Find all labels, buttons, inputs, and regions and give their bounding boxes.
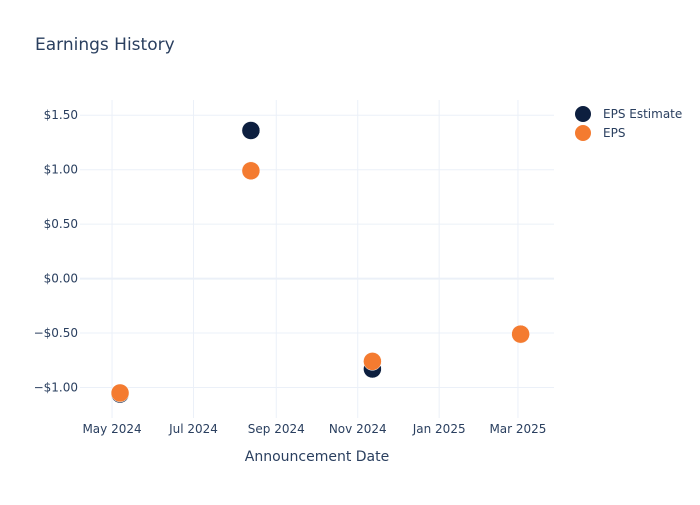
- x-tick-label: Nov 2024: [329, 422, 387, 436]
- grid: [80, 100, 554, 418]
- x-tick-label: Mar 2025: [489, 422, 546, 436]
- y-tick-label: $0.00: [44, 272, 78, 286]
- data-points: [110, 121, 530, 404]
- x-tick-label: Sep 2024: [248, 422, 305, 436]
- legend-marker-0[interactable]: [575, 106, 591, 122]
- x-axis-ticks: May 2024 Jul 2024 Sep 2024 Nov 2024 Jan 2025…: [82, 422, 546, 436]
- x-axis-title: Announcement Date: [245, 449, 389, 465]
- marker-eps-1[interactable]: [241, 161, 261, 181]
- y-tick-label: −$0.50: [34, 326, 78, 340]
- x-tick-label: May 2024: [82, 422, 141, 436]
- y-tick-label: $0.50: [44, 217, 78, 231]
- legend-marker-1[interactable]: [575, 125, 591, 141]
- marker-eps-2[interactable]: [363, 352, 382, 371]
- legend-label-1[interactable]: EPS: [603, 126, 625, 140]
- x-tick-label: Jul 2024: [168, 422, 218, 436]
- y-tick-label: −$1.00: [34, 381, 78, 395]
- legend[interactable]: EPS Estimate EPS: [575, 106, 682, 141]
- y-axis-ticks: $1.50 $1.00 $0.50 $0.00 −$0.50 −$1.00: [34, 108, 78, 394]
- marker-eps-3[interactable]: [511, 324, 530, 344]
- marker-eps-estimate-1[interactable]: [241, 121, 261, 140]
- legend-label-0[interactable]: EPS Estimate: [603, 107, 682, 121]
- marker-eps-0[interactable]: [110, 383, 130, 403]
- x-tick-label: Jan 2025: [412, 422, 466, 436]
- chart-title: Earnings History: [35, 35, 175, 55]
- y-tick-label: $1.50: [44, 108, 78, 122]
- y-tick-label: $1.00: [44, 163, 78, 177]
